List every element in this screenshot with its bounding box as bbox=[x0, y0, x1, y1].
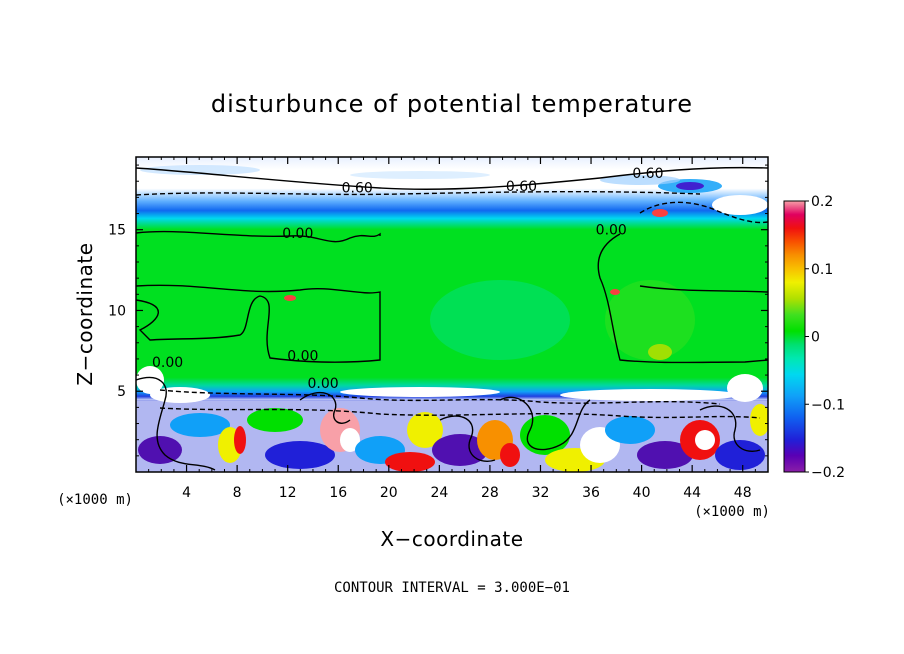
upper-band bbox=[140, 165, 768, 217]
contour-label: 0.00 bbox=[307, 376, 338, 392]
contour-label: 0.00 bbox=[152, 355, 183, 371]
x-tick-label: 36 bbox=[582, 485, 600, 501]
contour-label: 0.00 bbox=[596, 223, 627, 239]
x-tick-label: 4 bbox=[182, 485, 191, 501]
contour-label: 0.60 bbox=[632, 166, 663, 182]
colorbar-tick-label: 0.1 bbox=[811, 262, 833, 278]
x-tick-label: 40 bbox=[633, 485, 651, 501]
contour-interval-note: CONTOUR INTERVAL = 3.000E−01 bbox=[334, 580, 570, 596]
colorbar-tick-label: 0 bbox=[811, 330, 820, 346]
x-tick-label: 8 bbox=[233, 485, 242, 501]
x-tick-label: 16 bbox=[329, 485, 347, 501]
contour-label: 0.00 bbox=[282, 226, 313, 242]
colorbar-ticks: 0.2 0.1 0 −0.1 −0.2 bbox=[805, 194, 845, 481]
interior-field bbox=[284, 280, 695, 360]
x-axis-label: X−coordinate bbox=[380, 527, 523, 551]
x-unit-label-left: (×1000 m) bbox=[57, 492, 133, 508]
colorbar-tick-label: 0.2 bbox=[811, 194, 833, 210]
y-axis-label: Z−coordinate bbox=[73, 242, 97, 385]
heatmap-field: 0.00 0.00 0.00 0.00 0.00 0.60 0.60 0.60 bbox=[136, 157, 768, 472]
chart-title: disturbunce of potential temperature bbox=[211, 90, 693, 118]
contour-label-group: 0.00 0.00 0.00 0.00 0.00 0.60 0.60 0.60 bbox=[152, 166, 663, 392]
contour-lines bbox=[136, 166, 768, 471]
contour-label: 0.60 bbox=[342, 181, 373, 197]
x-tick-label: 24 bbox=[430, 485, 448, 501]
x-tick-label: 32 bbox=[532, 485, 550, 501]
colorbar: 0.2 0.1 0 −0.1 −0.2 bbox=[783, 194, 845, 481]
x-tick-label: 20 bbox=[380, 485, 398, 501]
x-tick-label: 12 bbox=[279, 485, 297, 501]
x-tick-label: 48 bbox=[734, 485, 752, 501]
x-unit-label-right: (×1000 m) bbox=[694, 504, 770, 520]
y-tick-label: 15 bbox=[108, 223, 126, 239]
y-tick-label: 10 bbox=[108, 303, 126, 319]
x-tick-label: 28 bbox=[481, 485, 499, 501]
lower-band bbox=[136, 366, 768, 472]
y-tick-label: 5 bbox=[117, 384, 126, 400]
y-axis: 5 10 15 bbox=[108, 164, 768, 457]
colorbar-tick-label: −0.2 bbox=[811, 465, 845, 481]
x-axis: 4 8 12 16 20 24 28 32 36 40 44 48 bbox=[148, 157, 756, 501]
contour-label: 0.60 bbox=[506, 179, 537, 195]
contour-label: 0.00 bbox=[287, 349, 318, 365]
x-tick-label: 44 bbox=[683, 485, 701, 501]
colorbar-tick-label: −0.1 bbox=[811, 397, 845, 413]
colorbar-strip bbox=[783, 200, 806, 473]
